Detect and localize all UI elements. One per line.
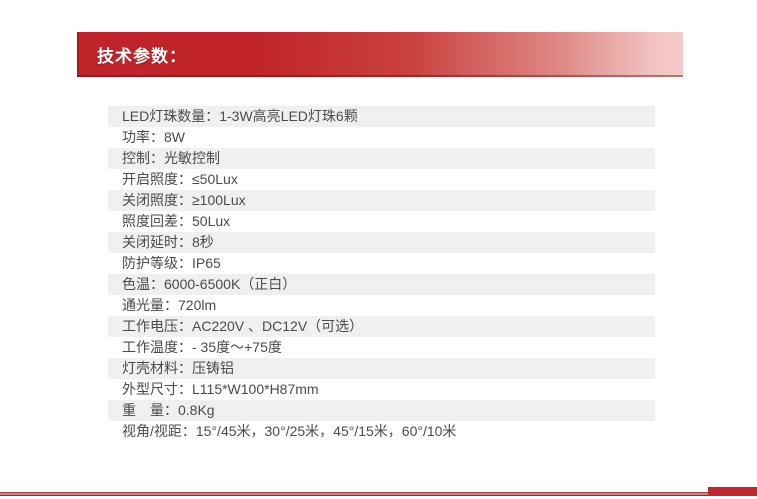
spec-row: 视角/视距：15°/45米，30°/25米，45°/15米，60°/10米: [108, 421, 655, 442]
spec-row: 开启照度：≤50Lux: [108, 169, 655, 190]
section-title: 技术参数：: [97, 47, 187, 66]
spec-row: 控制：光敏控制: [108, 148, 655, 169]
spec-row: 防护等级：IP65: [108, 253, 655, 274]
spec-row: LED灯珠数量：1-3W高亮LED灯珠6颗: [108, 106, 655, 127]
spec-row: 关闭延时：8秒: [108, 232, 655, 253]
spec-row: 色温：6000-6500K（正白）: [108, 274, 655, 295]
accent-block: [708, 487, 757, 496]
spec-row: 灯壳材料：压铸铝: [108, 358, 655, 379]
spec-row: 功率：8W: [108, 127, 655, 148]
spec-row: 关闭照度：≥100Lux: [108, 190, 655, 211]
section-header: 技术参数：: [77, 32, 683, 77]
spec-row: 工作温度：- 35度～+75度: [108, 337, 655, 358]
spec-row: 外型尺寸：L115*W100*H87mm: [108, 379, 655, 400]
spec-row: 通光量：720lm: [108, 295, 655, 316]
bottom-rule: [0, 492, 757, 496]
spec-row: 照度回差：50Lux: [108, 211, 655, 232]
spec-row: 重 量：0.8Kg: [108, 400, 655, 421]
spec-row: 工作电压：AC220V 、DC12V（可选）: [108, 316, 655, 337]
spec-table: LED灯珠数量：1-3W高亮LED灯珠6颗 功率：8W 控制：光敏控制 开启照度…: [108, 106, 655, 442]
